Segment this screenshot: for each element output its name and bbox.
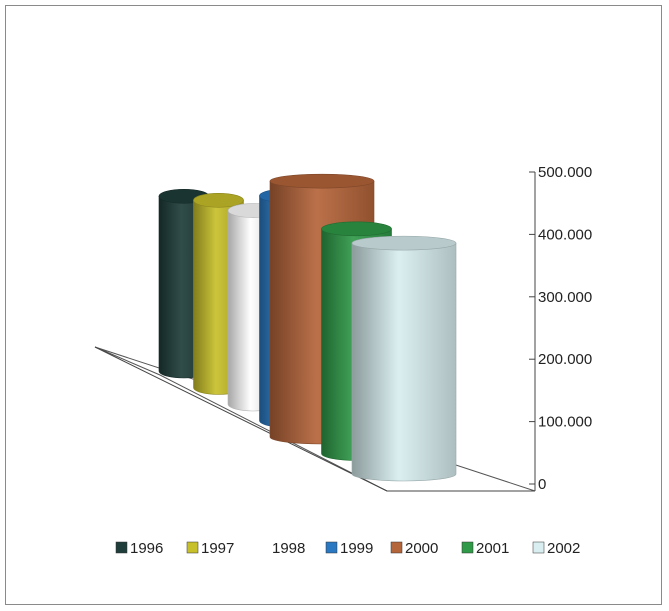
legend-label: 1996 xyxy=(130,540,163,557)
cylinder-top xyxy=(351,235,457,251)
cylinder-bar-2002 xyxy=(351,235,457,482)
legend-label: 1999 xyxy=(340,540,373,557)
legend-swatch xyxy=(325,541,338,554)
cylinder-series xyxy=(158,173,457,482)
cylinder-body xyxy=(351,242,457,482)
legend-label: 2001 xyxy=(476,540,509,557)
legend-item-2001: 2001 xyxy=(461,540,509,557)
chart-legend: 1996 1997 1998 1999 2000 2001 2002 xyxy=(115,540,580,557)
legend-item-1996: 1996 xyxy=(115,540,163,557)
legend-label: 1998 xyxy=(272,540,305,557)
legend-item-2002: 2002 xyxy=(532,540,580,557)
legend-swatch xyxy=(532,541,545,554)
legend-item-2000: 2000 xyxy=(390,540,438,557)
legend-label: 2002 xyxy=(547,540,580,557)
legend-swatch xyxy=(186,541,199,554)
legend-item-1998: 1998 xyxy=(258,540,305,557)
legend-swatch xyxy=(115,541,128,554)
floor-front-edge xyxy=(94,346,388,492)
cylinder-top xyxy=(321,221,392,237)
cylinder-top xyxy=(193,193,244,208)
chart-frame: 0 100.000 200.000 300.000 400.000 500.000 199… xyxy=(5,5,662,605)
legend-item-1999: 1999 xyxy=(325,540,373,557)
y-tick-label: 300.000 xyxy=(538,289,592,306)
cylinder-top xyxy=(269,173,375,189)
legend-label: 2000 xyxy=(405,540,438,557)
legend-swatch xyxy=(258,542,269,553)
legend-swatch xyxy=(461,541,474,554)
legend-swatch xyxy=(390,541,403,554)
y-tick-label: 0 xyxy=(538,476,546,493)
y-tick-label: 100.000 xyxy=(538,414,592,431)
cylinder-chart: 0 100.000 200.000 300.000 400.000 500.000 199… xyxy=(94,164,592,557)
legend-label: 1997 xyxy=(201,540,234,557)
y-tick-label: 500.000 xyxy=(538,164,592,181)
y-tick-label: 400.000 xyxy=(538,226,592,243)
legend-item-1997: 1997 xyxy=(186,540,234,557)
value-axis: 0 100.000 200.000 300.000 400.000 500.000 xyxy=(529,164,592,493)
y-tick-label: 200.000 xyxy=(538,351,592,368)
